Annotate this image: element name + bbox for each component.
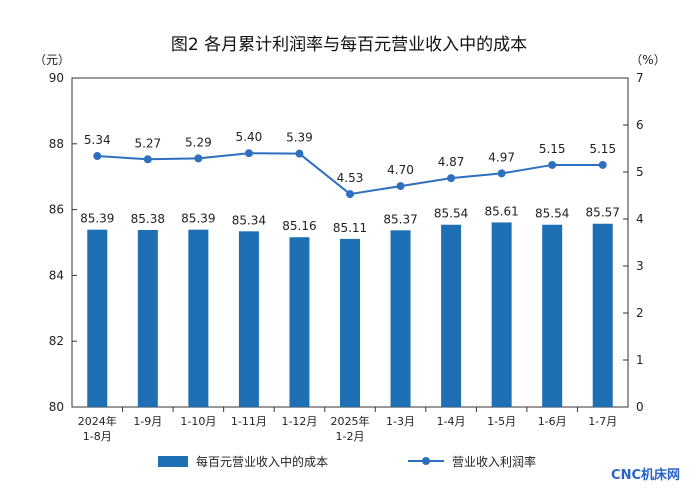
line-point <box>295 149 304 158</box>
bar-value-label: 85.38 <box>131 212 165 226</box>
bar-value-label: 85.39 <box>181 212 215 226</box>
line-value-label: 5.29 <box>185 135 212 149</box>
bar-value-label: 85.61 <box>484 204 518 218</box>
line-point <box>447 174 456 183</box>
bar-value-label: 85.16 <box>282 219 316 233</box>
bar <box>542 224 563 407</box>
bar-value-label: 85.11 <box>333 221 367 235</box>
line-value-label: 4.53 <box>337 171 364 185</box>
right-tick-label: 7 <box>636 71 644 85</box>
category-label: 1-10月 <box>180 415 216 428</box>
left-tick-label: 80 <box>49 400 64 414</box>
legend-bar-swatch <box>158 456 188 467</box>
left-tick-label: 86 <box>49 203 64 217</box>
bar-value-label: 85.34 <box>232 213 266 227</box>
bar <box>491 222 512 407</box>
category-label: 1-12月 <box>281 415 317 428</box>
bar-value-label: 85.37 <box>383 212 417 226</box>
legend-bar-label: 每百元营业收入中的成本 <box>196 454 328 469</box>
line-point <box>598 160 607 169</box>
right-tick-label: 0 <box>636 400 644 414</box>
bar-value-label: 85.39 <box>80 212 114 226</box>
right-axis-unit: （%） <box>630 53 665 67</box>
category-label: 1-2月 <box>336 430 365 443</box>
line-point <box>548 160 557 169</box>
category-label: 2024年 <box>78 414 117 428</box>
legend-line-label: 营业收入利润率 <box>452 454 536 469</box>
watermark: CNC机床网 <box>611 467 680 483</box>
line-point <box>346 190 354 199</box>
bar <box>238 231 259 407</box>
line-value-label: 5.34 <box>84 133 111 147</box>
line-value-label: 5.15 <box>539 142 566 156</box>
right-tick-label: 1 <box>636 353 644 367</box>
plot-area: 80 82 84 86 88 90 0 1 2 3 4 5 6 7 85.39 85.38 85.39 85.34… <box>49 71 644 443</box>
line-value-label: 5.40 <box>236 130 263 144</box>
category-label: 1-11月 <box>231 415 267 428</box>
left-tick-label: 82 <box>49 334 64 348</box>
line-value-label: 4.70 <box>387 163 414 177</box>
bar <box>87 229 108 407</box>
bar-value-label: 85.57 <box>586 206 620 220</box>
chart-title: 图2 各月累计利润率与每百元营业收入中的成本 <box>171 35 527 55</box>
bar <box>289 237 310 407</box>
category-label: 1-7月 <box>588 415 617 428</box>
right-tick-label: 3 <box>636 259 644 273</box>
bar-value-label: 85.54 <box>434 207 468 221</box>
category-label: 1-3月 <box>386 415 415 428</box>
right-tick-label: 5 <box>636 165 644 179</box>
category-label: 2025年 <box>331 414 370 428</box>
line-point <box>194 154 203 163</box>
line-point <box>143 155 152 164</box>
right-tick-label: 2 <box>636 306 644 320</box>
category-label: 1-8月 <box>83 430 112 443</box>
legend: 每百元营业收入中的成本 营业收入利润率 <box>158 454 536 469</box>
category-label: 1-5月 <box>487 415 516 428</box>
bar <box>390 230 411 407</box>
bar <box>340 238 360 407</box>
left-axis-unit: （元） <box>34 53 70 67</box>
line-point <box>497 169 506 178</box>
line-value-label: 4.87 <box>438 155 465 169</box>
line-point <box>93 152 102 161</box>
bar <box>137 229 158 407</box>
line-point <box>244 149 253 158</box>
category-label: 1-6月 <box>538 415 567 428</box>
right-tick-label: 6 <box>636 118 644 132</box>
right-tick-label: 4 <box>636 212 644 226</box>
line-value-label: 5.39 <box>286 131 313 145</box>
left-tick-label: 84 <box>49 268 64 282</box>
bar-value-label: 85.54 <box>535 207 569 221</box>
legend-line-marker <box>422 457 430 465</box>
line-point <box>396 182 405 191</box>
left-tick-label: 88 <box>49 137 64 151</box>
line-value-label: 4.97 <box>488 150 515 164</box>
bar <box>592 223 613 407</box>
left-tick-label: 90 <box>49 71 64 85</box>
bar <box>188 229 209 407</box>
bar <box>441 224 462 407</box>
category-label: 1-4月 <box>437 415 466 428</box>
line-value-label: 5.27 <box>134 136 161 150</box>
line-value-label: 5.15 <box>589 142 616 156</box>
category-label: 1-9月 <box>133 415 162 428</box>
